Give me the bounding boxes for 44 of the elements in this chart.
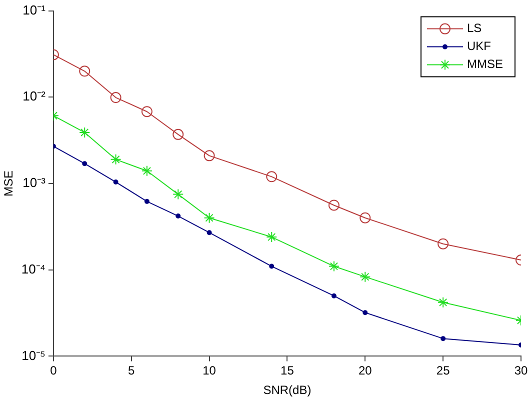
x-tick-label: 10	[202, 364, 216, 378]
x-tick-label: 20	[358, 364, 372, 378]
point	[79, 126, 90, 138]
x-tick-label: 5	[128, 364, 136, 378]
point	[82, 161, 88, 166]
x-tick-label: 25	[436, 364, 450, 378]
y-tick-label: 10⁻¹	[22, 2, 46, 18]
x-axis-title: SNR(dB)	[263, 383, 312, 398]
point	[266, 232, 278, 243]
point	[204, 150, 215, 162]
point	[206, 230, 212, 236]
y-axis-title: MSE	[2, 170, 16, 197]
legend-label: UKF	[467, 39, 491, 54]
point	[331, 293, 336, 298]
point	[328, 260, 340, 272]
point	[438, 296, 449, 308]
point	[360, 212, 371, 224]
legend-label: LS	[467, 21, 482, 36]
point	[204, 212, 215, 224]
point	[176, 214, 181, 219]
point	[266, 171, 278, 182]
point	[110, 92, 122, 104]
point	[360, 271, 371, 282]
y-tick-label: 10⁻³	[22, 175, 46, 190]
point	[440, 336, 446, 342]
point	[172, 128, 184, 140]
y-tick-label: 10⁻²	[22, 88, 46, 104]
point	[269, 264, 274, 269]
point	[362, 310, 368, 316]
point	[79, 66, 90, 77]
point	[110, 154, 122, 165]
y-tick-label: 10⁻⁵	[22, 348, 46, 363]
point	[328, 200, 340, 211]
legend-label: MMSE	[467, 57, 503, 72]
point	[141, 165, 152, 176]
x-tick-label: 0	[50, 364, 58, 378]
point	[113, 180, 118, 185]
y-tick-label: 10⁻⁴	[21, 261, 46, 276]
point	[438, 238, 449, 250]
point	[141, 106, 152, 118]
point	[172, 188, 184, 200]
x-tick-label: 15	[280, 364, 294, 378]
point	[144, 198, 150, 204]
x-tick-label: 30	[514, 364, 528, 378]
